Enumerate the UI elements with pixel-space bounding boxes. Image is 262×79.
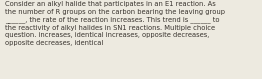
Text: Consider an alkyl halide that participates in an E1 reaction. As
the number of R: Consider an alkyl halide that participat…	[5, 1, 225, 46]
